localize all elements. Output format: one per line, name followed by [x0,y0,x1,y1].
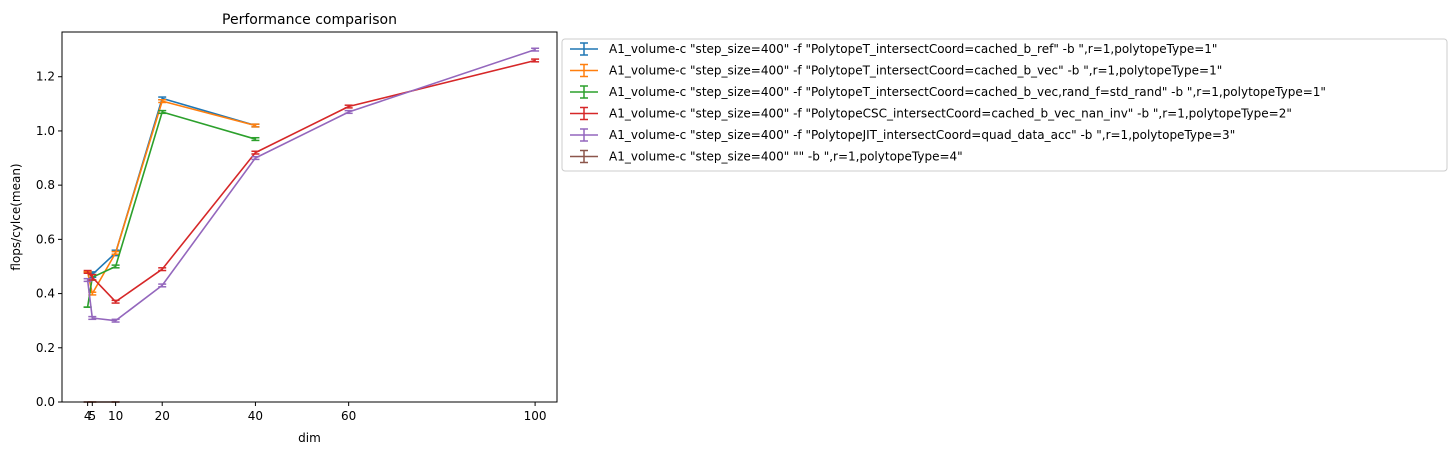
error-bar [83,277,92,283]
x-tick-label: 40 [248,409,263,423]
legend: A1_volume-c "step_size=400" -f "Polytope… [561,38,1448,172]
legend-label: A1_volume-c "step_size=400" -f "Polytope… [609,128,1235,142]
legend-item: A1_volume-c "step_size=400" -f "Polytope… [570,128,1235,142]
plot-area [62,32,557,402]
error-bar [158,283,167,288]
y-axis-label: flops/cylce(mean) [9,163,23,270]
x-axis-label: dim [298,431,321,445]
legend-label: A1_volume-c "step_size=400" -f "Polytope… [609,64,1222,78]
error-bar [88,273,97,281]
y-tick-label: 0.4 [36,287,55,301]
chart-marks [83,47,540,403]
legend-item: A1_volume-c "step_size=400" -f "Polytope… [570,85,1326,99]
x-tick-label: 100 [524,409,547,423]
legend-label: A1_volume-c "step_size=400" -f "Polytope… [609,42,1217,56]
error-bar [158,267,167,272]
x-tick-label: 60 [341,409,356,423]
chart-title: Performance comparison [222,12,397,28]
x-tick-label: 5 [88,409,96,423]
error-bar [251,123,260,128]
error-bar [111,250,120,256]
error-bar [111,318,120,323]
y-tick-label: 1.0 [36,124,55,138]
error-bar [83,269,92,274]
error-bar [531,47,540,52]
error-bar [251,136,260,142]
error-bar [111,299,120,304]
legend-label: A1_volume-c "step_size=400" -f "Polytope… [609,107,1292,121]
error-bar [251,150,260,155]
legend-label: A1_volume-c "step_size=400" "" -b ",r=1,… [609,150,963,164]
legend-item: A1_volume-c "step_size=400" -f "Polytope… [570,107,1292,121]
legend-frame [561,38,1448,172]
y-tick-label: 0.6 [36,232,55,246]
error-bar [158,99,167,104]
error-bar [344,109,353,115]
legend-item: A1_volume-c "step_size=400" -f "Polytope… [570,64,1222,78]
plot-frame [61,31,558,403]
x-axis: 45 10 20 40 60 100 [84,402,547,423]
legend-item: A1_volume-c "step_size=400" -f "Polytope… [570,42,1217,56]
series-5 [83,47,540,323]
error-bar [88,315,97,321]
y-tick-label: 0.8 [36,178,55,192]
y-tick-label: 0.0 [36,395,55,409]
x-tick-label: 10 [108,409,123,423]
error-bar [111,264,120,269]
y-axis: 0.0 0.2 0.4 0.6 0.8 1.0 1.2 [36,70,62,409]
y-tick-label: 1.2 [36,70,55,84]
error-bar [531,58,540,63]
legend-item: A1_volume-c "step_size=400" "" -b ",r=1,… [570,150,963,164]
error-bar [344,104,353,109]
x-tick-label: 4 [84,409,92,423]
error-bar [251,155,260,161]
legend-label: A1_volume-c "step_size=400" -f "Polytope… [609,85,1326,99]
x-tick-label: 20 [155,409,170,423]
y-tick-label: 0.2 [36,341,55,355]
series-4 [83,58,540,304]
error-bar [158,109,167,115]
